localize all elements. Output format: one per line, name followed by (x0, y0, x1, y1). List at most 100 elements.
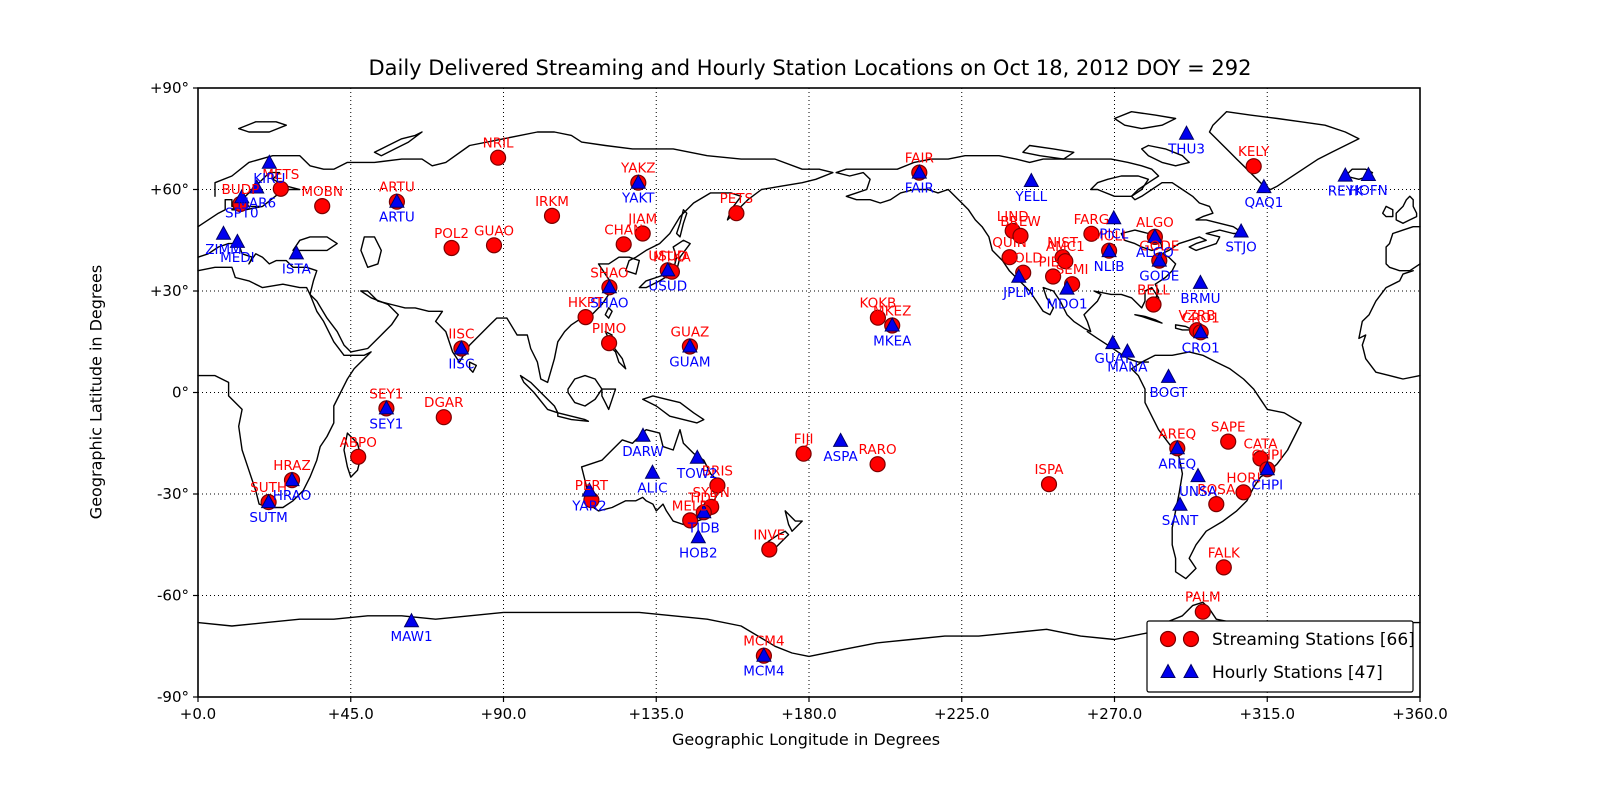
coastline (1113, 110, 1177, 130)
station-label-CATA: CATA (1243, 437, 1278, 453)
station-label-FIJI: FIJI (794, 432, 814, 448)
legend-label-hourly: Hourly Stations [47] (1212, 663, 1383, 683)
station-marker-MCM4 (756, 647, 772, 662)
station-label-PETS: PETS (720, 191, 754, 207)
station-marker-ISPA (1040, 476, 1058, 493)
coastline (519, 374, 559, 414)
station-marker-SUTM (260, 493, 277, 509)
coastline (1381, 205, 1394, 218)
station-label-GODE: GODE (1139, 269, 1179, 285)
station-label-YAR2: YAR2 (571, 499, 606, 515)
station-label-SHAO: SHAO (590, 265, 628, 281)
station-label-PERT: PERT (575, 478, 609, 494)
station-label-IRKM: IRKM (535, 194, 569, 210)
station-marker-YELL (1023, 172, 1040, 187)
coastline (1086, 330, 1150, 363)
station-marker-IRKM (543, 207, 561, 224)
station-marker-QUIN (1001, 249, 1018, 266)
station-marker-ALGO (1147, 228, 1163, 243)
station-marker-UNSA (1190, 467, 1206, 483)
station-label-ROSA: ROSA (1197, 482, 1236, 498)
station-marker-USUD (659, 261, 676, 277)
station-label-CHAN: CHAN (604, 222, 643, 238)
station-marker-MANA (1119, 343, 1136, 358)
station-label-BRMU: BRMU (1180, 291, 1220, 307)
coastline (1344, 168, 1374, 181)
station-marker-ARTU (389, 193, 405, 208)
station-label-MKEZ: MKEZ (873, 304, 911, 320)
coastline (197, 266, 372, 509)
station-label-SHAO: SHAO (590, 295, 628, 311)
x-tick-label: +315.0 (1239, 705, 1295, 723)
station-marker-KELY (1245, 158, 1262, 175)
coastline (835, 154, 1245, 333)
station-marker-FALK (1215, 559, 1232, 576)
x-tick-label: +0.0 (180, 705, 216, 723)
station-label-MEDI: MEDI (220, 250, 255, 266)
station-marker-DARW (635, 427, 651, 442)
station-marker-ROSA (1208, 496, 1225, 513)
station-label-ISTA: ISTA (282, 261, 312, 277)
coastline (1134, 314, 1163, 324)
legend-box (1146, 620, 1414, 693)
coastline (1358, 270, 1421, 380)
station-marker-ASPA (832, 432, 849, 447)
x-tick-label: +180.0 (781, 705, 837, 723)
legend-hourly-marker (1183, 663, 1199, 678)
coastline (642, 395, 705, 424)
coastline (567, 374, 603, 407)
station-label-MAR6: MAR6 (237, 196, 276, 212)
station-label-AMC1: AMC1 (1046, 239, 1085, 255)
station-label-PIMO: PIMO (592, 321, 626, 337)
station-label-NRIL: NRIL (483, 136, 514, 152)
legend-streaming-marker (1159, 630, 1177, 648)
legend-label-streaming: Streaming Stations [66] (1212, 630, 1415, 650)
station-label-GUAM: GUAM (669, 355, 710, 371)
station-marker-TOW2 (689, 449, 706, 464)
station-label-USUD: USUD (648, 248, 687, 264)
station-label-MKEA: MKEA (873, 334, 912, 350)
station-label-AREQ: AREQ (1158, 456, 1196, 472)
coastline (638, 239, 691, 289)
station-marker-CHAN (615, 236, 632, 253)
station-label-GUAT: GUAT (1094, 351, 1132, 367)
station-label-IISC: IISC (448, 357, 474, 373)
x-tick-label: +135.0 (628, 705, 684, 723)
station-label-MDO1: MDO1 (1046, 297, 1087, 313)
station-marker-MDO1 (1059, 280, 1075, 295)
station-label-MOLI: MOLI (1092, 229, 1126, 245)
station-marker-GUAO (485, 237, 503, 254)
station-label-MOBN: MOBN (301, 184, 343, 200)
station-label-SUTM: SUTM (249, 510, 287, 526)
coastline (1174, 324, 1194, 331)
station-label-ALGO: ALGO (1136, 245, 1174, 261)
station-label-VZRB: VZRB (1178, 308, 1215, 324)
station-marker-DGAR (435, 409, 452, 426)
station-label-FAIR: FAIR (905, 151, 934, 167)
station-label-BRIS: BRIS (702, 464, 733, 480)
x-tick-label: +45.0 (328, 705, 374, 723)
coastline (784, 510, 803, 532)
station-label-HOB2: HOB2 (679, 545, 718, 561)
station-label-FARG: FARG (1074, 212, 1110, 228)
station-marker-AMC1 (1057, 253, 1074, 270)
station-label-HKPT: HKPT (568, 295, 604, 311)
chart-title: Daily Delivered Streaming and Hourly Sta… (368, 56, 1252, 80)
station-marker-ABPO (350, 448, 367, 465)
station-label-JPLM: JPLM (1002, 285, 1034, 301)
station-label-BOGT: BOGT (1150, 385, 1189, 401)
coastline (1130, 351, 1302, 580)
station-marker-PALM (1194, 603, 1211, 620)
station-label-INVE: INVE (753, 528, 785, 544)
station-marker-HKPT (577, 309, 594, 326)
station-label-MCM4: MCM4 (743, 634, 784, 650)
station-label-ZIMM: ZIMM (205, 242, 242, 258)
station-marker-HOB2 (690, 528, 707, 544)
coastline (197, 242, 399, 353)
station-label-AREQ: AREQ (1158, 426, 1196, 442)
station-label-NIST: NIST (1047, 235, 1079, 251)
station-marker-CRO1 (1192, 323, 1209, 339)
station-label-HORI: HORI (1226, 470, 1260, 486)
station-marker-INVE (761, 541, 778, 558)
station-label-PALM: PALM (1185, 590, 1221, 606)
